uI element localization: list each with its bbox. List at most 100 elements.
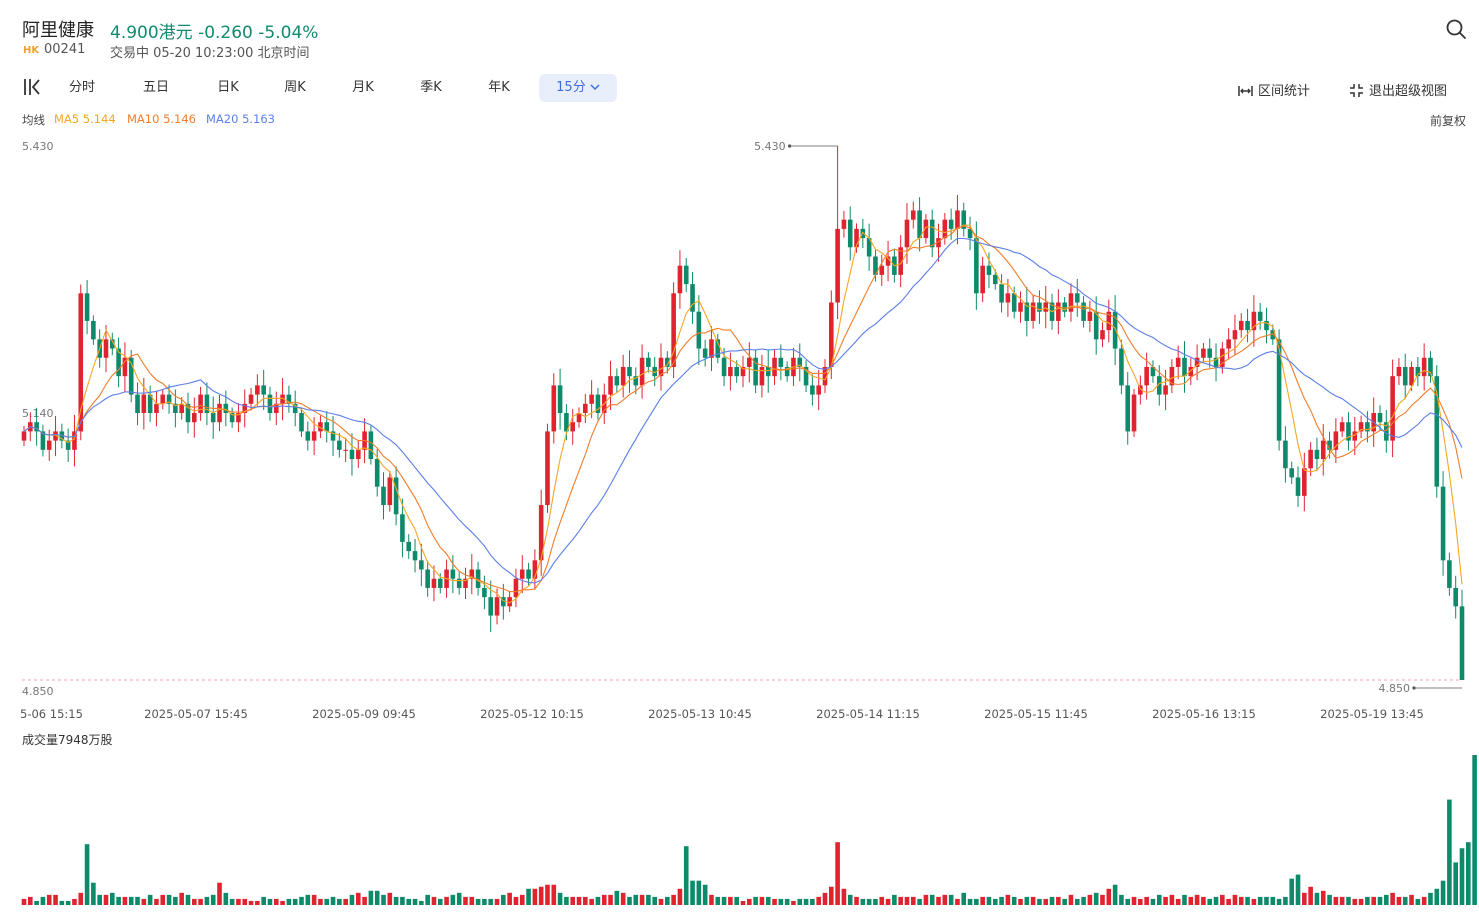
tab-five-day[interactable]: 五日 [142, 80, 169, 95]
exit-super-view-button[interactable]: 退出超级视图 [1349, 80, 1447, 99]
collapse-panel-icon[interactable] [22, 78, 42, 96]
low-marker-dot [1412, 686, 1416, 690]
candle [419, 543, 424, 587]
candle [519, 555, 525, 594]
volume-bar [179, 892, 184, 905]
range-stats-label: 区间统计 [1258, 84, 1311, 99]
volume-bar [494, 898, 500, 905]
volume-bar [652, 896, 658, 905]
candle-body [835, 228, 840, 303]
tab-yearly-k[interactable]: 年K [488, 80, 510, 95]
volume-bar [936, 896, 941, 905]
candle-body [204, 394, 210, 413]
tab-15min[interactable]: 15分 [539, 74, 617, 102]
candle-body [65, 440, 71, 450]
candle-body [1447, 560, 1452, 588]
candle-body [1201, 348, 1206, 358]
volume-bar [122, 896, 128, 905]
volume-bar [923, 894, 929, 905]
candle [1415, 357, 1421, 387]
candle-body [721, 357, 727, 377]
volume-bar [84, 844, 90, 905]
volume-chart[interactable] [0, 748, 1479, 908]
candle-body [1365, 422, 1370, 432]
candle [1459, 589, 1465, 680]
volume-bar [1201, 896, 1206, 905]
tab-daily-k[interactable]: 日K [217, 80, 239, 95]
volume-bar [1421, 896, 1427, 905]
candle-body [1453, 587, 1458, 607]
price-adjust-toggle[interactable]: 前复权 [1430, 114, 1467, 128]
candle-body [166, 394, 172, 404]
volume-bar [828, 886, 834, 905]
volume-bar [337, 898, 342, 905]
candle-body [841, 219, 847, 229]
candle [627, 350, 632, 393]
volume-bar [1295, 874, 1301, 905]
volume-bar [1264, 896, 1269, 905]
volume-bar [1030, 896, 1036, 905]
volume-bar [841, 888, 847, 905]
volume-bar [1251, 898, 1257, 905]
candle-body [702, 348, 708, 358]
candle-body [469, 569, 475, 579]
volume-bar [1257, 896, 1263, 905]
candle-body [1175, 357, 1181, 367]
volume-bar [299, 896, 304, 905]
volume-bar [374, 890, 380, 905]
chevron-down-icon [590, 84, 600, 91]
tab-intraday[interactable]: 分时 [68, 80, 95, 95]
candle [1087, 300, 1093, 332]
tab-weekly-k[interactable]: 周K [284, 80, 306, 95]
candle-body [557, 385, 563, 413]
volume-bar [406, 898, 412, 905]
candle [1302, 452, 1307, 512]
volume-bar [1434, 888, 1440, 905]
candle [393, 466, 399, 526]
volume-bar [242, 898, 248, 905]
tab-monthly-k[interactable]: 月K [352, 80, 374, 95]
candle-body [513, 578, 519, 598]
candle-body [1257, 311, 1263, 321]
volume-bar [318, 898, 323, 905]
volume-bar [34, 900, 39, 905]
candle [179, 397, 184, 420]
candle [324, 411, 330, 443]
volume-bar [1314, 892, 1320, 905]
candle [292, 390, 298, 427]
candle [721, 347, 727, 387]
candle [879, 254, 885, 286]
candle-body [330, 431, 336, 441]
candle [961, 202, 967, 237]
candle-body [1415, 366, 1421, 377]
x-axis-label: 2025-05-19 13:45 [1320, 707, 1424, 720]
candlestick-chart[interactable]: 5.430 5.140 4.850 5.430 4.850 5-06 15:15 2025-… [0, 130, 1479, 720]
volume-bar [538, 886, 544, 905]
volume-bar [1377, 896, 1383, 905]
candle-body [986, 265, 992, 275]
volume-bar [191, 898, 197, 905]
search-icon[interactable] [1445, 18, 1467, 40]
candle-body [1459, 606, 1465, 680]
candle-body [974, 238, 979, 294]
ma-label: 均线 [22, 113, 45, 127]
volume-bar [967, 898, 973, 905]
candle [803, 360, 809, 393]
ma10-value: MA10 5.146 [127, 112, 196, 126]
volume-bar [1358, 898, 1364, 905]
tab-quarterly-k[interactable]: 季K [420, 80, 442, 95]
volume-bar [28, 896, 33, 905]
candle-body [109, 339, 115, 349]
candle [1428, 351, 1433, 383]
candle [1081, 295, 1086, 328]
volume-bar [1081, 896, 1086, 905]
volume-bar [810, 898, 815, 905]
candle [122, 342, 128, 392]
volume-bar [1440, 880, 1446, 905]
range-stats-button[interactable]: 区间统计 [1238, 80, 1310, 99]
candle-body [255, 385, 260, 395]
candle-body [223, 403, 229, 413]
volume-bar [507, 892, 512, 905]
volume-bar [1175, 898, 1181, 905]
x-axis-label: 2025-05-14 11:15 [816, 707, 920, 720]
